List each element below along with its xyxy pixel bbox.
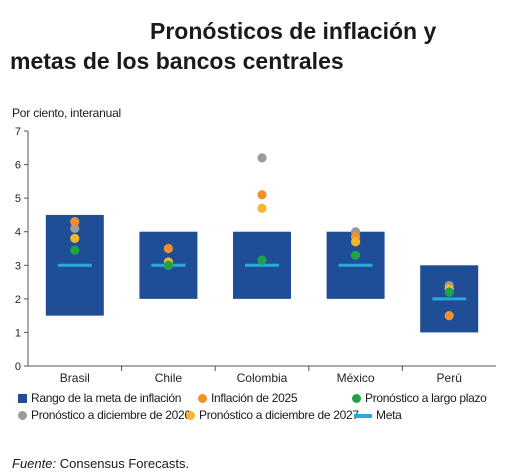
chart-plot: 0 1 2 3 4 5 6 7 Brasil Chile Colombia México Perú [15,126,496,385]
y-tick-label: 1 [15,327,21,339]
forecast-dot [70,233,80,244]
source-label: Fuente: [12,456,57,471]
source-text: Consensus Forecasts. [59,456,190,471]
forecast-dot [257,203,267,213]
x-tick-label: Chile [155,371,183,385]
forecast-dot [257,255,267,265]
forecast-dot [70,217,80,227]
legend-label-2027: Pronóstico a diciembre de 2027 [199,408,359,422]
forecast-dot [351,237,361,247]
forecast-dot [70,245,80,255]
y-tick-label: 5 [15,193,21,205]
y-tick-label: 6 [15,160,21,172]
legend-swatch-2027 [186,411,195,420]
y-tick-label: 0 [15,361,21,373]
forecast-dot [257,190,267,200]
legend-item-inflation-2025: Inflación de 2025 [198,390,298,407]
forecast-dot [257,153,267,163]
forecast-dot [444,311,454,321]
legend-item-long-term: Pronóstico a largo plazo [352,390,487,407]
legend-item-range: Rango de la meta de inflación [18,390,181,407]
legend-item-2026: Pronóstico a diciembre de 2026 [18,407,191,424]
legend-label-2026: Pronóstico a diciembre de 2026 [31,408,191,422]
legend-label-long-term: Pronóstico a largo plazo [365,391,487,405]
y-axis-label: Por ciento, interanual [12,106,122,120]
chart-title: Pronósticos de inflación y metas de los … [0,16,516,76]
x-tick-label: Brasil [60,371,90,385]
legend-label-inflation-2025: Inflación de 2025 [211,391,298,405]
legend-swatch-long-term [352,394,361,403]
forecast-dot [351,250,361,260]
forecast-dot [163,243,173,254]
legend-label-range: Rango de la meta de inflación [31,391,182,405]
legend-swatch-2026 [18,411,27,420]
y-tick-label: 2 [15,294,21,306]
chart-title-line1: Pronósticos de inflación y [150,18,437,44]
source-note: Fuente: Consensus Forecasts. [12,456,189,471]
y-tick-label: 3 [15,260,21,272]
x-tick-label: Colombia [237,371,288,385]
legend-label-target: Meta [376,408,402,422]
legend-swatch-inflation-2025 [198,394,207,403]
legend-swatch-target [354,413,372,418]
chart-title-line2: metas de los bancos centrales [10,48,344,74]
y-tick-label: 4 [15,227,21,239]
forecast-dot [70,223,80,233]
y-tick-label: 7 [15,126,21,138]
forecast-dot [444,287,454,297]
x-tick-label: México [337,371,375,385]
legend-item-target: Meta [354,407,402,424]
legend-swatch-range [18,394,27,403]
forecast-dot [163,260,173,270]
x-tick-label: Perú [437,371,462,385]
legend-item-2027: Pronóstico a diciembre de 2027 [186,407,359,424]
